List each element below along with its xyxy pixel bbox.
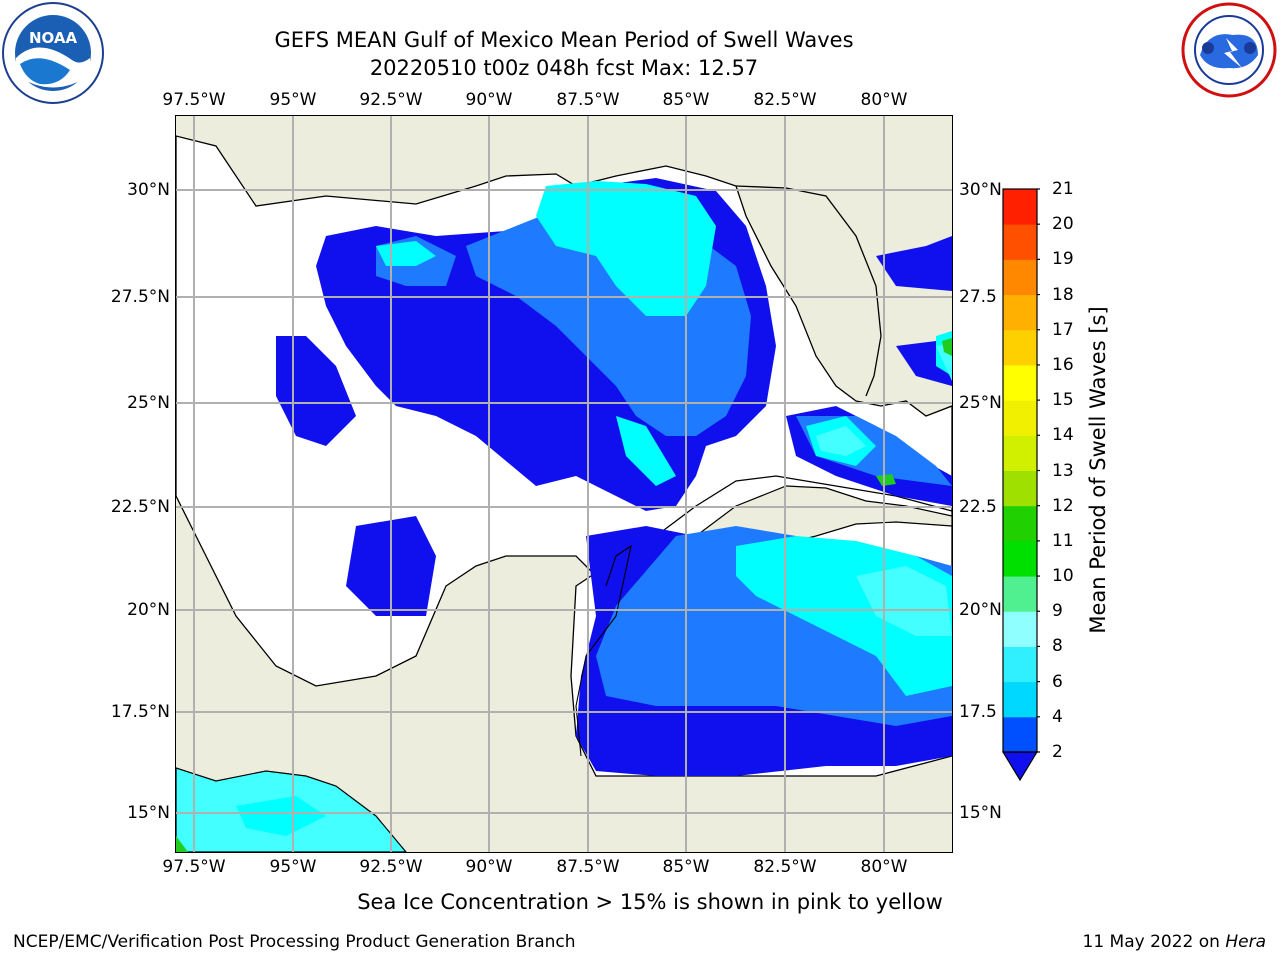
map-title: GEFS MEAN Gulf of Mexico Mean Period of …: [274, 28, 854, 52]
lat-label-right: 20°N: [959, 600, 1002, 620]
colorbar-band: [1003, 400, 1037, 436]
lat-label-left: 25°N: [127, 393, 170, 413]
colorbar-tick-label: 13: [1052, 460, 1074, 481]
lat-label-left: 15°N: [127, 803, 170, 823]
map-subtitle: 20220510 t00z 048h fcst Max: 12.57: [369, 56, 759, 80]
lon-label-bottom: 90°W: [465, 857, 513, 877]
lat-label-left: 17.5°N: [110, 702, 170, 722]
noaa-logo: NOAA: [2, 2, 104, 104]
lon-label-top: 80°W: [860, 90, 908, 110]
colorbar-band: [1003, 646, 1037, 683]
lon-label-bottom: 87.5°W: [556, 857, 620, 877]
credit-host: Hera: [1225, 932, 1266, 952]
colorbar-band: [1003, 224, 1037, 260]
colorbar-tick-label: 12: [1052, 495, 1074, 516]
colorbar-band: [1003, 294, 1037, 331]
colorbar-tick-label: 21: [1052, 179, 1074, 199]
colorbar-band: [1003, 364, 1037, 401]
lon-label-bottom: 92.5°W: [359, 857, 423, 877]
colorbar-tick-label: 9: [1052, 601, 1063, 622]
colorbar-tick-label: 6: [1052, 671, 1063, 692]
colorbar-tick-label: 17: [1052, 319, 1074, 340]
lat-label-left: 22.5°N: [110, 497, 170, 517]
lon-label-top: 90°W: [465, 90, 513, 110]
colorbar-tick-label: 2: [1052, 742, 1063, 762]
ice-note: Sea Ice Concentration > 15% is shown in …: [357, 890, 943, 914]
lon-label-bottom: 85°W: [662, 857, 710, 877]
lon-label-bottom: 82.5°W: [753, 857, 817, 877]
lon-label-top: 85°W: [662, 90, 710, 110]
lon-label-top: 92.5°W: [359, 90, 423, 110]
lon-label-top: 82.5°W: [753, 90, 817, 110]
colorbar-tick-label: 14: [1052, 425, 1074, 446]
colorbar-band: [1003, 259, 1037, 296]
lon-label-bottom: 95°W: [269, 857, 317, 877]
swell-period-map: [176, 116, 952, 852]
colorbar-tick-label: 10: [1052, 566, 1074, 587]
colorbar-label: Mean Period of Swell Waves [s]: [1086, 306, 1110, 634]
lon-label-top: 87.5°W: [556, 90, 620, 110]
colorbar-band: [1003, 681, 1037, 718]
lat-label-right: 27.5: [959, 287, 997, 307]
colorbar-band: [1003, 611, 1037, 647]
credit-date: 11 May 2022 on: [1082, 932, 1226, 952]
colorbar: [1001, 188, 1040, 782]
colorbar-band: [1003, 189, 1037, 225]
colorbar-tick-label: 15: [1052, 390, 1074, 411]
lon-label-bottom: 97.5°W: [162, 857, 226, 877]
colorbar-band: [1003, 716, 1037, 753]
lat-label-left: 27.5°N: [110, 287, 170, 307]
colorbar-band: [1003, 540, 1037, 577]
credit-right: 11 May 2022 on Hera: [1083, 932, 1267, 952]
colorbar-tick-label: 8: [1052, 636, 1063, 657]
colorbar-tick-label: 19: [1052, 249, 1074, 270]
lat-label-right: 30°N: [959, 180, 1002, 200]
colorbar-tick-label: 16: [1052, 354, 1074, 375]
lat-label-right: 25°N: [959, 393, 1002, 413]
colorbar-band: [1003, 576, 1037, 612]
svg-text:NOAA: NOAA: [29, 29, 78, 47]
lat-label-left: 30°N: [127, 180, 170, 200]
colorbar-tick-label: 11: [1052, 530, 1074, 551]
colorbar-band: [1003, 329, 1037, 366]
lat-label-right: 17.5: [959, 702, 997, 722]
colorbar-band: [1003, 505, 1037, 542]
lat-label-left: 20°N: [127, 600, 170, 620]
lon-label-top: 95°W: [269, 90, 317, 110]
lat-label-right: 15°N: [959, 803, 1002, 823]
credit-left: NCEP/EMC/Verification Post Processing Pr…: [13, 932, 576, 952]
nws-logo: [1181, 2, 1277, 98]
lat-label-right: 22.5: [959, 497, 997, 517]
colorbar-tick-label: 4: [1052, 706, 1063, 727]
yucatan-coast: [575, 544, 632, 757]
colorbar-tick-label: 20: [1052, 214, 1074, 235]
colorbar-band: [1003, 470, 1037, 507]
lon-label-top: 97.5°W: [162, 90, 226, 110]
colorbar-band: [1003, 435, 1037, 471]
colorbar-tick-label: 18: [1052, 284, 1074, 305]
lon-label-bottom: 80°W: [860, 857, 908, 877]
map-frame: [175, 115, 953, 853]
colorbar-extend-arrow: [1001, 751, 1039, 782]
